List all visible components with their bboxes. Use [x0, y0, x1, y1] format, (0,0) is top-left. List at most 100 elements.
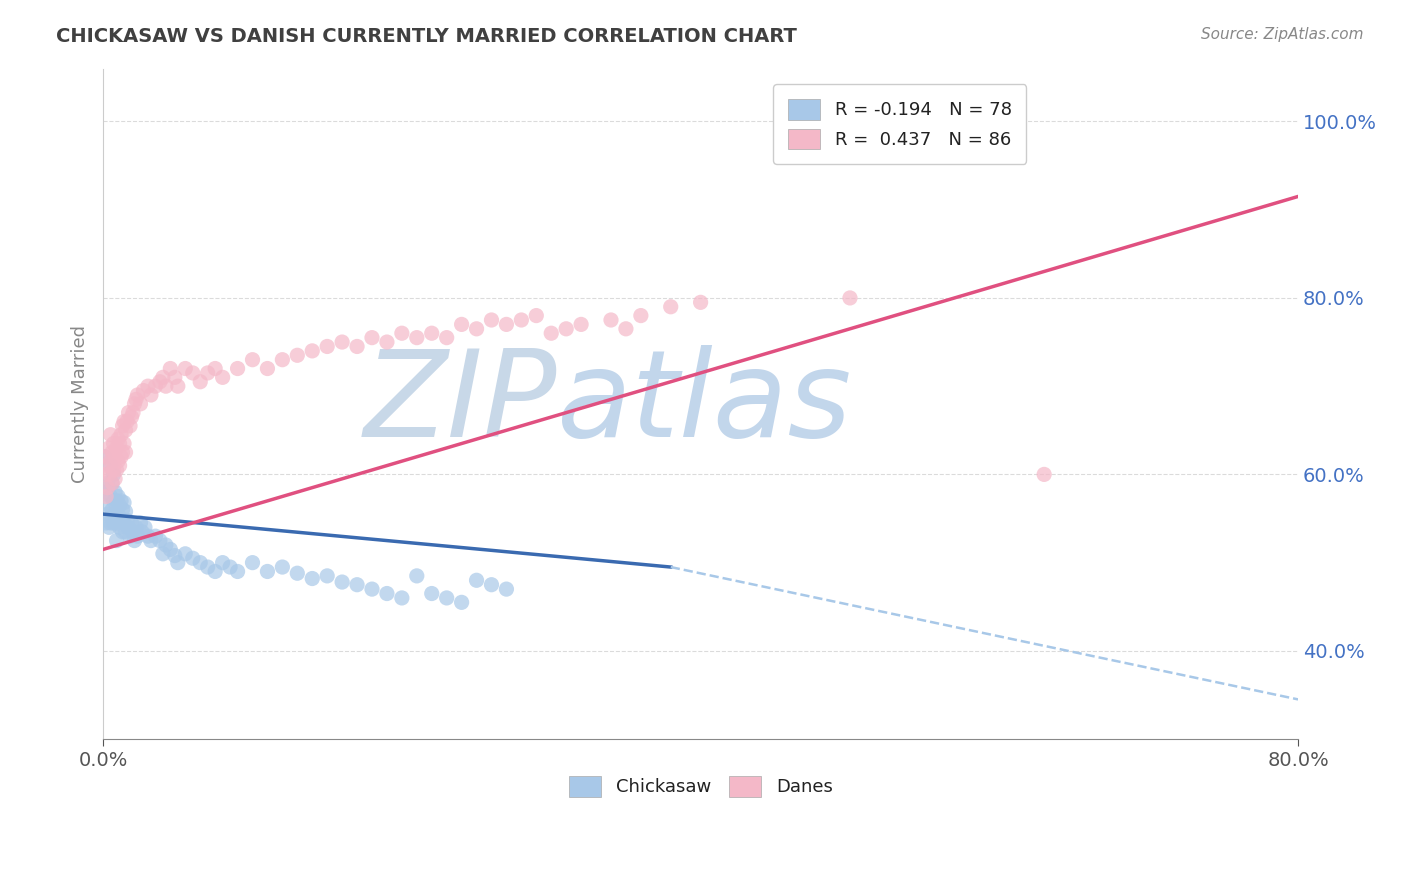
Text: Source: ZipAtlas.com: Source: ZipAtlas.com — [1201, 27, 1364, 42]
Point — [839, 291, 862, 305]
Point — [375, 334, 398, 349]
Point — [450, 318, 472, 332]
Point — [405, 331, 427, 345]
Point — [152, 370, 174, 384]
Point — [127, 388, 149, 402]
Point — [108, 498, 131, 512]
Point — [495, 582, 517, 596]
Point — [125, 392, 148, 407]
Point — [98, 498, 121, 512]
Point — [94, 450, 117, 464]
Point — [101, 502, 124, 516]
Point — [112, 414, 135, 428]
Point — [100, 454, 122, 468]
Point — [361, 331, 384, 345]
Point — [481, 313, 503, 327]
Point — [181, 551, 204, 566]
Text: atlas: atlas — [557, 345, 852, 462]
Point — [285, 566, 308, 581]
Point — [111, 418, 134, 433]
Point — [122, 524, 145, 539]
Point — [524, 309, 547, 323]
Point — [159, 542, 181, 557]
Point — [114, 504, 136, 518]
Point — [465, 322, 488, 336]
Point — [110, 494, 132, 508]
Point — [94, 490, 117, 504]
Point — [104, 507, 127, 521]
Point — [405, 569, 427, 583]
Point — [97, 476, 120, 491]
Point — [242, 556, 264, 570]
Point — [316, 569, 339, 583]
Point — [174, 361, 197, 376]
Point — [105, 463, 128, 477]
Point — [105, 441, 128, 455]
Point — [149, 375, 172, 389]
Point — [108, 436, 131, 450]
Point — [301, 343, 323, 358]
Point — [301, 572, 323, 586]
Point — [375, 586, 398, 600]
Point — [361, 582, 384, 596]
Point — [316, 339, 339, 353]
Point — [101, 476, 124, 491]
Point — [136, 529, 159, 543]
Point — [149, 533, 172, 548]
Point — [100, 458, 122, 473]
Point — [285, 348, 308, 362]
Point — [181, 366, 204, 380]
Point — [630, 309, 652, 323]
Point — [111, 524, 134, 539]
Point — [97, 481, 120, 495]
Point — [1316, 458, 1339, 473]
Y-axis label: Currently Married: Currently Married — [72, 325, 89, 483]
Point — [104, 472, 127, 486]
Point — [93, 467, 115, 482]
Point — [540, 326, 562, 341]
Point — [226, 361, 249, 376]
Point — [145, 379, 167, 393]
Point — [115, 414, 138, 428]
Point — [166, 379, 188, 393]
Point — [159, 361, 181, 376]
Point — [103, 516, 125, 530]
Point — [93, 450, 115, 464]
Point — [450, 595, 472, 609]
Point — [103, 436, 125, 450]
Point — [108, 520, 131, 534]
Point — [112, 436, 135, 450]
Point — [100, 516, 122, 530]
Point — [152, 547, 174, 561]
Point — [436, 591, 458, 605]
Point — [98, 520, 121, 534]
Point — [107, 454, 129, 468]
Point — [131, 524, 153, 539]
Point — [256, 361, 278, 376]
Point — [98, 467, 121, 482]
Point — [1002, 119, 1025, 133]
Point — [495, 318, 517, 332]
Point — [105, 533, 128, 548]
Point — [112, 516, 135, 530]
Text: ZIP: ZIP — [364, 345, 557, 462]
Point — [614, 322, 637, 336]
Point — [465, 574, 488, 588]
Text: CHICKASAW VS DANISH CURRENTLY MARRIED CORRELATION CHART: CHICKASAW VS DANISH CURRENTLY MARRIED CO… — [56, 27, 797, 45]
Point — [107, 507, 129, 521]
Point — [103, 467, 125, 482]
Point — [330, 334, 353, 349]
Point — [211, 556, 233, 570]
Point — [97, 458, 120, 473]
Point — [100, 427, 122, 442]
Point — [101, 476, 124, 491]
Point — [115, 513, 138, 527]
Point — [129, 516, 152, 530]
Point — [114, 445, 136, 459]
Point — [112, 496, 135, 510]
Point — [124, 397, 146, 411]
Point — [330, 575, 353, 590]
Point — [97, 507, 120, 521]
Point — [166, 556, 188, 570]
Point — [226, 565, 249, 579]
